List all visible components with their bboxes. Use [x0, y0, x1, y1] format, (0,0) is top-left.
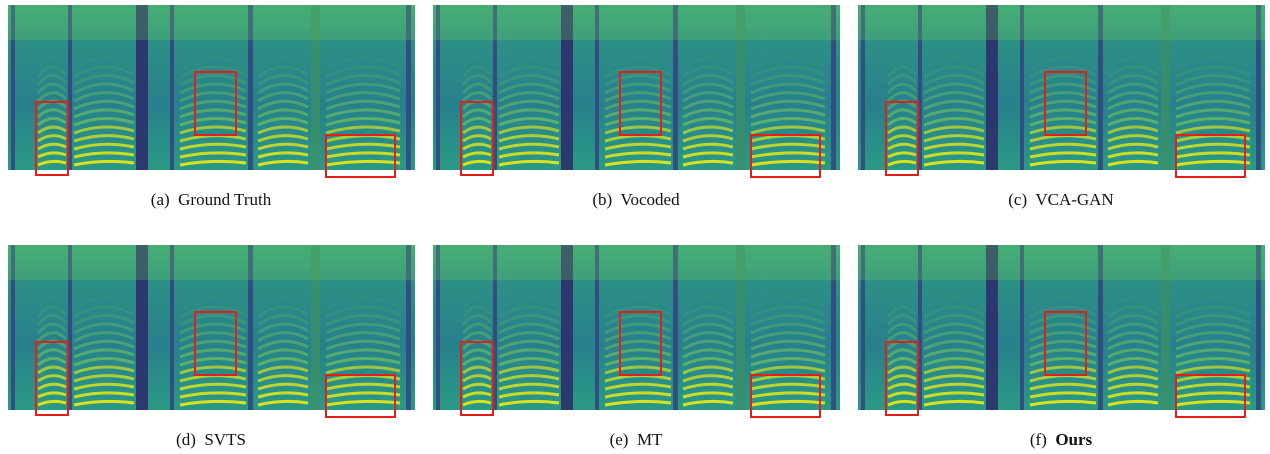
- highlight-box: [1044, 311, 1087, 376]
- caption-text: Ours: [1055, 430, 1092, 449]
- spectrogram: [858, 5, 1265, 170]
- highlight-box: [750, 374, 821, 418]
- caption: (a) Ground Truth: [151, 190, 272, 209]
- highlight-box: [194, 311, 237, 376]
- highlight-box: [194, 71, 237, 136]
- highlight-box: [885, 341, 919, 416]
- highlight-box: [35, 341, 69, 416]
- highlight-box: [1044, 71, 1087, 136]
- caption-label: (b): [592, 190, 620, 209]
- highlight-box: [325, 374, 396, 418]
- caption-text: MT: [637, 430, 663, 449]
- highlight-box: [325, 134, 396, 178]
- highlight-box: [1175, 374, 1246, 418]
- highlight-box: [619, 311, 662, 376]
- caption: (b) Vocoded: [592, 190, 680, 209]
- highlight-box: [460, 101, 494, 176]
- highlight-box: [750, 134, 821, 178]
- caption-label: (e): [610, 430, 637, 449]
- caption-text: Ground Truth: [178, 190, 272, 209]
- spectrogram: [858, 245, 1265, 410]
- highlight-box: [35, 101, 69, 176]
- highlight-box: [1175, 134, 1246, 178]
- spectrogram: [433, 245, 840, 410]
- caption-text: VCA-GAN: [1035, 190, 1113, 209]
- spectrogram: [433, 5, 840, 170]
- highlight-box: [619, 71, 662, 136]
- caption-label: (a): [151, 190, 178, 209]
- spectrogram: [8, 245, 415, 410]
- highlight-box: [460, 341, 494, 416]
- caption: (f) Ours: [1030, 430, 1093, 449]
- caption: (c) VCA-GAN: [1008, 190, 1113, 209]
- spectrogram: [8, 5, 415, 170]
- caption-label: (f): [1030, 430, 1055, 449]
- highlight-box: [885, 101, 919, 176]
- caption-label: (c): [1008, 190, 1035, 209]
- caption-label: (d): [176, 430, 204, 449]
- caption-text: Vocoded: [620, 190, 680, 209]
- caption: (d) SVTS: [176, 430, 246, 449]
- caption-text: SVTS: [204, 430, 246, 449]
- caption: (e) MT: [610, 430, 663, 449]
